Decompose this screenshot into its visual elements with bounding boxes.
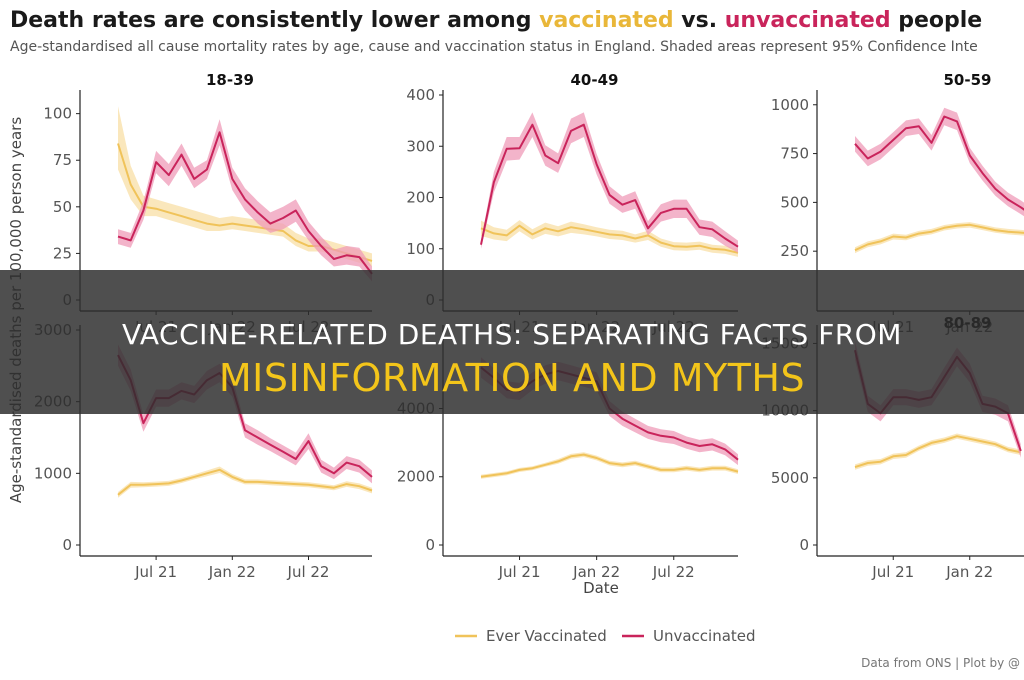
y-tick-label: 300	[406, 137, 435, 155]
y-tick-label: 50	[53, 198, 72, 216]
panel-title: 18-39	[206, 71, 254, 89]
x-tick-label: Jul 21	[871, 563, 914, 581]
vaccinated-line	[854, 223, 1024, 252]
x-axis-title: Date	[583, 579, 619, 597]
chart-title: Death rates are consistently lower among…	[10, 8, 982, 33]
vaccinated-line	[854, 435, 1022, 469]
y-tick-label: 1000	[771, 96, 809, 114]
vaccinated-line	[117, 468, 373, 496]
vaccinated-line	[480, 224, 739, 254]
y-tick-label: 100	[406, 240, 435, 258]
vaccinated-confidence-band	[118, 106, 372, 267]
y-tick-label: 25	[53, 244, 72, 262]
panel-title: 50-59	[944, 71, 992, 89]
panel-title: 40-49	[571, 71, 619, 89]
vaccinated-confidence-band	[855, 222, 1024, 254]
y-tick-label: 200	[406, 189, 435, 207]
y-tick-label: 5000	[771, 469, 809, 487]
y-tick-label: 1000	[34, 464, 72, 482]
x-tick-label: Jul 21	[498, 563, 541, 581]
x-tick-label: Jan 22	[945, 563, 993, 581]
legend-label-vaccinated: Ever Vaccinated	[486, 627, 607, 645]
y-tick-label: 0	[799, 536, 809, 554]
headline-overlay-band	[0, 270, 1024, 414]
x-tick-label: Jul 22	[652, 563, 695, 581]
x-tick-label: Jan 22	[572, 563, 620, 581]
x-tick-label: Jan 22	[208, 563, 256, 581]
headline-line-2: MISINFORMATION AND MYTHS	[218, 356, 806, 400]
source-credit: Data from ONS | Plot by @	[861, 656, 1020, 670]
unvaccinated-confidence-band	[481, 112, 738, 253]
chart-subtitle: Age-standardised all cause mortality rat…	[10, 39, 978, 55]
x-tick-label: Jul 21	[134, 563, 177, 581]
unvaccinated-line	[480, 123, 739, 248]
y-tick-label: 75	[53, 151, 72, 169]
y-tick-label: 400	[406, 86, 435, 104]
vaccinated-confidence-band	[855, 433, 1021, 470]
unvaccinated-confidence-band	[118, 344, 372, 484]
y-tick-label: 0	[62, 536, 72, 554]
headline-line-1: VACCINE-RELATED DEATHS: SEPARATING FACTS…	[122, 318, 902, 351]
unvaccinated-line	[854, 115, 1024, 211]
y-tick-label: 2000	[397, 468, 435, 486]
legend: Ever Vaccinated Unvaccinated	[455, 627, 756, 645]
y-tick-label: 500	[780, 193, 809, 211]
unvaccinated-confidence-band	[855, 107, 1024, 217]
vaccinated-confidence-band	[481, 452, 738, 479]
y-tick-label: 100	[43, 105, 72, 123]
vaccinated-line	[480, 453, 739, 478]
x-tick-label: Jul 22	[287, 563, 330, 581]
unvaccinated-line	[117, 131, 373, 275]
y-tick-label: 250	[780, 242, 809, 260]
y-tick-label: 750	[780, 145, 809, 163]
legend-label-unvaccinated: Unvaccinated	[653, 627, 756, 645]
y-tick-label: 0	[425, 536, 435, 554]
